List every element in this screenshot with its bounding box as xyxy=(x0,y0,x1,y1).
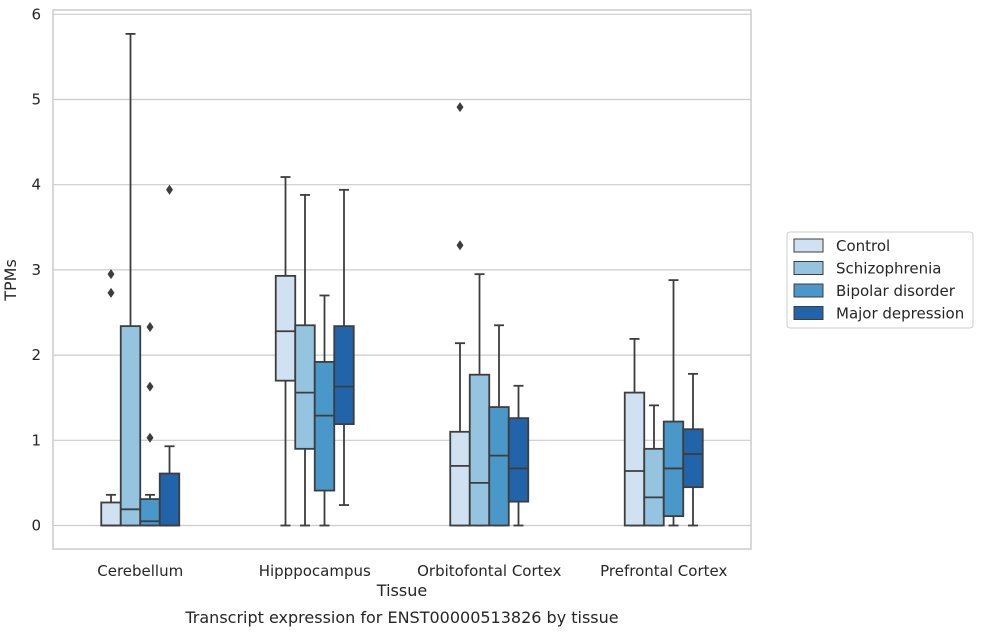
plot-frame xyxy=(52,9,752,550)
outlier-point xyxy=(166,184,173,195)
y-tick-label: 5 xyxy=(31,91,41,109)
outlier-point xyxy=(107,269,115,280)
x-tick-label: Cerebellum xyxy=(97,562,183,580)
y-axis-ticks: 0 1 2 3 4 5 6 xyxy=(31,5,41,534)
box-body xyxy=(449,430,471,527)
outlier-point xyxy=(456,102,464,113)
box-body xyxy=(682,428,704,489)
legend-label: Bipolar disorder xyxy=(836,282,956,300)
y-tick-label: 2 xyxy=(31,346,41,364)
legend-item: Schizophrenia xyxy=(793,260,941,278)
box-3-3 xyxy=(682,372,704,527)
box-2-3 xyxy=(507,384,530,527)
x-axis-title: Tissue xyxy=(376,581,427,600)
y-tick-label: 6 xyxy=(31,5,41,23)
box-2-1 xyxy=(468,273,491,527)
outlier-point xyxy=(146,432,154,443)
box-3-1 xyxy=(643,404,665,527)
outlier-point xyxy=(146,321,154,332)
legend-label: Control xyxy=(836,237,890,255)
box-body xyxy=(158,472,181,527)
box-0-2 xyxy=(139,321,161,527)
legend-label: Schizophrenia xyxy=(836,260,941,278)
box-0-0 xyxy=(100,269,122,527)
box-body xyxy=(294,324,316,450)
box-3-2 xyxy=(662,279,685,527)
box-1-0 xyxy=(274,176,297,527)
legend: Control Schizophrenia Bipolar disorder Majo… xyxy=(786,231,974,329)
x-tick-label: Prefrontal Cortex xyxy=(600,562,727,580)
legend-item: Major depression xyxy=(793,305,964,323)
figure-caption: Transcript expression for ENST0000051382… xyxy=(184,608,618,627)
legend-item: Bipolar disorder xyxy=(793,282,956,300)
legend-label: Major depression xyxy=(836,305,964,323)
box-2-0 xyxy=(449,102,471,527)
y-tick-label: 1 xyxy=(31,431,41,449)
x-tick-label: Hipppocampus xyxy=(259,562,371,580)
outlier-point xyxy=(456,240,464,251)
outlier-point xyxy=(146,381,154,392)
box-body xyxy=(119,325,142,527)
legend-swatch xyxy=(793,238,824,253)
box-0-3 xyxy=(158,184,181,527)
box-body xyxy=(507,417,530,503)
legend-item: Control xyxy=(793,237,890,255)
box-0-1 xyxy=(119,32,142,527)
legend-swatch xyxy=(793,306,824,320)
box-body xyxy=(643,447,665,527)
y-axis-title: TPMs xyxy=(1,259,20,302)
x-tick-label: Orbitofontal Cortex xyxy=(417,562,561,580)
gridlines xyxy=(52,9,752,550)
box-body xyxy=(274,274,297,382)
legend-swatch xyxy=(793,283,824,298)
box-1-3 xyxy=(333,188,355,506)
box-body xyxy=(100,501,122,527)
y-tick-label: 0 xyxy=(31,517,41,535)
box-3-0 xyxy=(623,338,646,527)
x-axis-ticks: Cerebellum Hipppocampus Orbitofontal Corte… xyxy=(97,562,727,580)
legend-frame xyxy=(786,231,974,329)
box-body xyxy=(333,325,355,426)
plot-area xyxy=(100,32,704,527)
box-body xyxy=(313,361,336,492)
y-tick-label: 3 xyxy=(31,261,41,279)
box-body xyxy=(468,373,491,527)
box-body xyxy=(623,391,646,527)
legend-swatch xyxy=(793,261,824,275)
box-1-2 xyxy=(313,294,336,527)
box-body xyxy=(488,406,510,527)
y-tick-label: 4 xyxy=(31,176,41,194)
box-1-1 xyxy=(294,194,316,527)
outlier-point xyxy=(107,287,115,298)
